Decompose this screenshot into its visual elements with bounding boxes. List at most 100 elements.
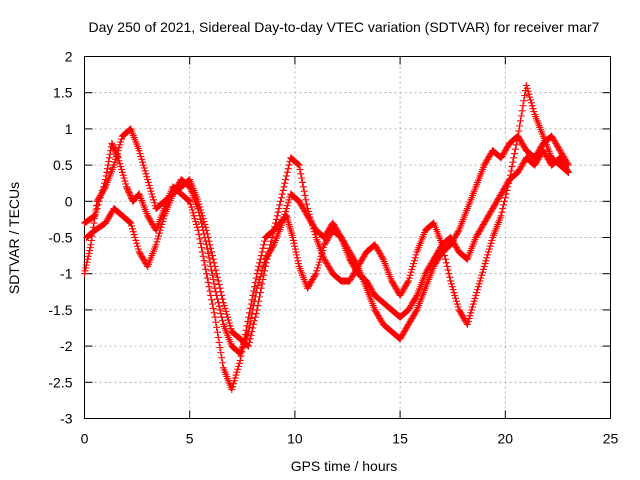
data-point [554,144,562,152]
data-point [498,152,506,160]
data-point [296,165,304,173]
data-point [209,275,217,283]
data-point [95,194,103,202]
data-point [137,152,145,160]
data-point [91,215,99,223]
data-point [112,155,120,163]
data-point [468,303,476,311]
data-point [442,255,450,263]
data-point [103,168,111,176]
data-point [131,234,139,241]
data-point [229,380,237,388]
data-point [353,264,361,272]
data-point [132,236,140,244]
data-point [463,319,471,327]
data-point [540,148,548,156]
data-point [306,280,314,288]
data-point [210,280,218,288]
data-point [273,212,281,220]
data-point [407,302,415,310]
data-point [257,284,265,292]
data-point [477,274,485,282]
data-point [526,93,534,101]
data-point [500,148,508,156]
x-tick-label: 15 [392,431,408,447]
data-point [130,231,138,239]
data-point [260,271,268,279]
data-point [291,245,299,253]
data-point [285,161,293,169]
data-point [313,267,321,275]
data-point [537,142,545,150]
data-point [228,386,236,394]
y-tick-label: 2 [65,49,73,65]
data-point [259,275,267,283]
data-point [200,218,208,226]
data-point [450,239,458,247]
data-point [295,161,303,169]
data-point [258,248,266,256]
data-point [97,190,105,198]
data-point [330,222,338,230]
data-point [399,287,407,295]
chart-title: Day 250 of 2021, Sidereal Day-to-day VTE… [89,19,600,35]
data-point [515,167,523,175]
data-point [374,312,382,320]
data-point [482,158,490,166]
data-point [106,212,114,220]
data-point [86,247,94,255]
data-point [400,328,408,336]
data-point [412,251,420,259]
data-point [126,218,134,226]
data-point [300,187,308,195]
data-point [498,208,506,216]
data-point [250,320,258,328]
data-point [87,241,95,249]
data-point [494,196,502,204]
data-point [346,257,354,265]
data-point [346,255,354,263]
data-point [484,212,492,220]
data-point [252,274,260,282]
data-point [347,258,355,266]
data-point [480,161,488,169]
data-point [324,261,332,269]
data-point [373,245,381,253]
data-point [116,141,124,149]
data-point [312,270,320,278]
data-point [531,161,539,169]
data-point [517,163,525,171]
data-point [133,239,141,247]
data-point [261,237,269,245]
data-point [124,186,132,194]
data-point [310,273,318,281]
data-point [405,320,413,328]
data-point [527,99,535,107]
data-point [479,222,487,230]
data-point [203,230,211,238]
x-tick-label: 25 [603,431,619,447]
data-point [528,102,536,110]
data-point [320,255,328,263]
data-point [280,183,288,191]
data-point [141,167,149,175]
data-point [483,215,491,223]
data-point [439,244,447,252]
data-point [254,266,262,274]
data-point [212,266,220,274]
data-point [445,270,453,278]
data-point [125,189,133,197]
data-point [499,187,507,195]
data-point [294,260,302,268]
data-point [282,176,290,184]
y-tick-label: 1.5 [53,85,73,101]
data-point [218,291,226,299]
data-point [501,147,509,155]
data-point [246,335,254,343]
data-point [135,147,143,155]
data-point [533,157,541,165]
data-point [321,232,329,240]
data-point [140,257,148,265]
data-point [407,268,415,276]
data-point [532,158,540,166]
